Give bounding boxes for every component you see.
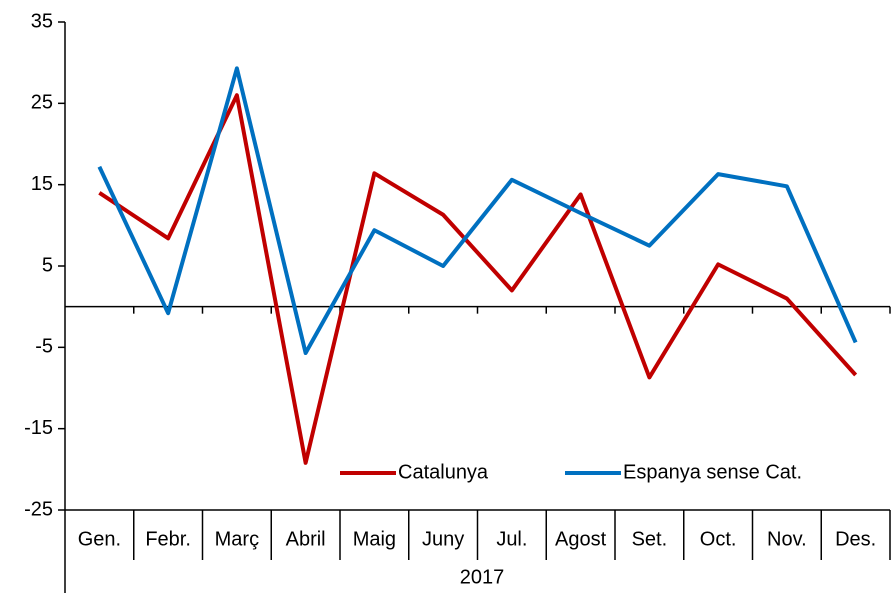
line-series xyxy=(97,66,858,356)
x-tick-label: Juny xyxy=(422,528,464,550)
x-tick-label: Set. xyxy=(632,528,668,550)
y-tick-label: 15 xyxy=(31,173,53,195)
y-tick-label: 35 xyxy=(31,10,53,32)
x-tick-label: Nov. xyxy=(767,528,807,550)
x-tick-label: Des. xyxy=(835,528,876,550)
y-tick-label: 25 xyxy=(31,92,53,114)
x-tick-label: Jul. xyxy=(496,528,527,550)
y-tick-label: 5 xyxy=(42,254,53,276)
x-tick-label: Abril xyxy=(286,528,326,550)
x-tick-label: Febr. xyxy=(145,528,191,550)
line-series xyxy=(98,93,858,465)
x-axis-label: 2017 xyxy=(460,566,505,588)
y-tick-label: -5 xyxy=(35,336,53,358)
x-tick-label: Maig xyxy=(353,528,396,550)
x-tick-label: Gen. xyxy=(78,528,121,550)
x-tick-label: Març xyxy=(215,528,259,550)
y-tick-label: -25 xyxy=(24,498,53,520)
legend-label: Espanya sense Cat. xyxy=(623,461,802,483)
legend-label: Catalunya xyxy=(398,461,489,483)
x-tick-label: Agost xyxy=(555,528,607,550)
y-tick-label: -15 xyxy=(24,417,53,439)
x-tick-label: Oct. xyxy=(700,528,737,550)
